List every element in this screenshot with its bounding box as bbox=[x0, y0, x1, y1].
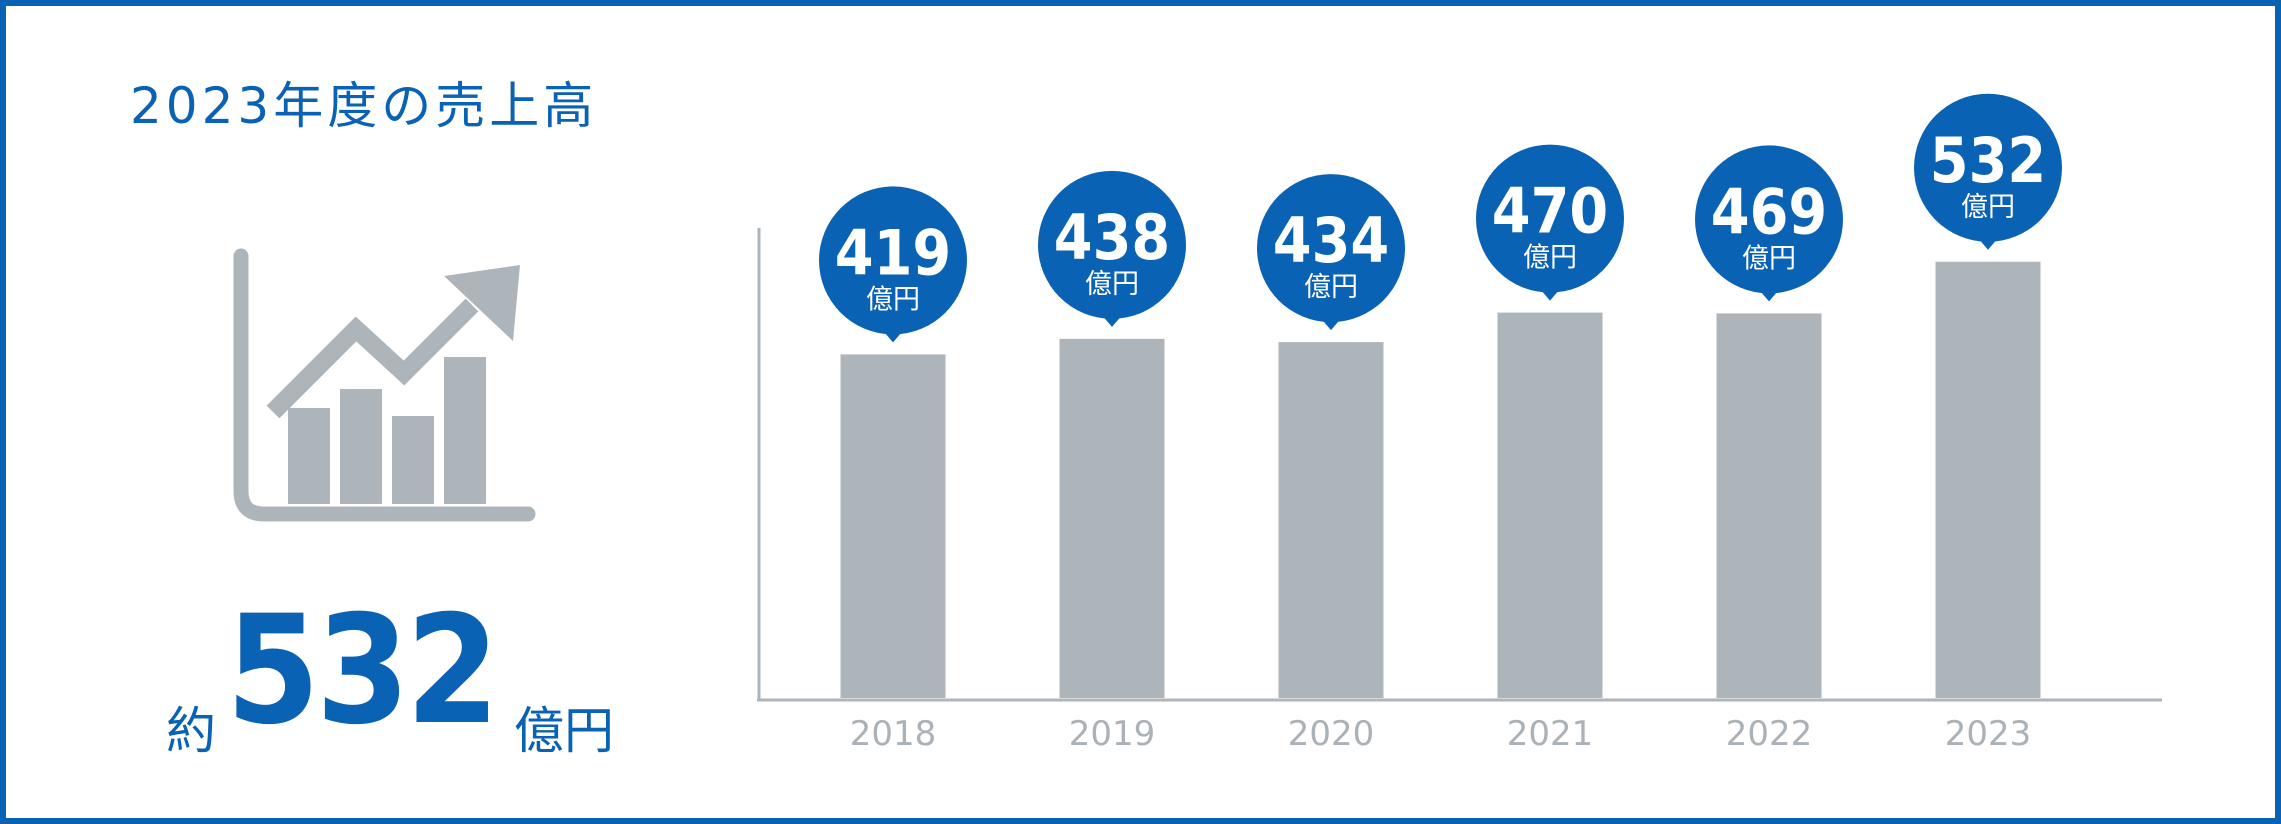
callout-bubble bbox=[1476, 144, 1624, 293]
data-label-unit: 億円 bbox=[1523, 243, 1577, 274]
data-label: 469 bbox=[1711, 175, 1827, 248]
summary-prefix: 約 bbox=[166, 702, 216, 760]
data-label-unit: 億円 bbox=[1085, 269, 1139, 300]
x-tick-label: 2023 bbox=[1945, 714, 2032, 754]
page-title: 2023年度の売上高 bbox=[130, 77, 598, 135]
callout-bubble bbox=[819, 186, 967, 335]
bar-2018 bbox=[840, 354, 946, 698]
callout-bubble bbox=[1257, 174, 1405, 323]
data-label-unit: 億円 bbox=[866, 284, 920, 315]
x-tick-label: 2020 bbox=[1288, 714, 1375, 754]
bar-2020 bbox=[1278, 342, 1384, 698]
bar-2021 bbox=[1497, 312, 1603, 698]
callout-bubble bbox=[1695, 145, 1843, 294]
data-label: 438 bbox=[1054, 201, 1170, 274]
growth-chart-icon bbox=[233, 248, 536, 522]
bar-2022 bbox=[1716, 313, 1822, 698]
summary-unit: 億円 bbox=[514, 702, 614, 760]
x-tick-label: 2021 bbox=[1507, 714, 1594, 754]
data-label-unit: 億円 bbox=[1742, 243, 1796, 274]
data-label: 470 bbox=[1492, 175, 1608, 248]
callout-bubble bbox=[1914, 93, 2062, 242]
x-tick-label: 2022 bbox=[1726, 714, 1813, 754]
callout-bubble bbox=[1038, 170, 1186, 319]
summary-value: 532 bbox=[226, 584, 500, 758]
bar-2019 bbox=[1059, 338, 1165, 698]
x-tick-label: 2018 bbox=[850, 714, 937, 754]
data-label: 434 bbox=[1273, 204, 1389, 277]
data-label-unit: 億円 bbox=[1961, 192, 2015, 223]
x-tick-label: 2019 bbox=[1069, 714, 1156, 754]
data-label: 532 bbox=[1930, 124, 2046, 197]
data-label-unit: 億円 bbox=[1304, 272, 1358, 303]
data-label: 419 bbox=[835, 216, 951, 289]
bar-2023 bbox=[1935, 261, 2041, 698]
